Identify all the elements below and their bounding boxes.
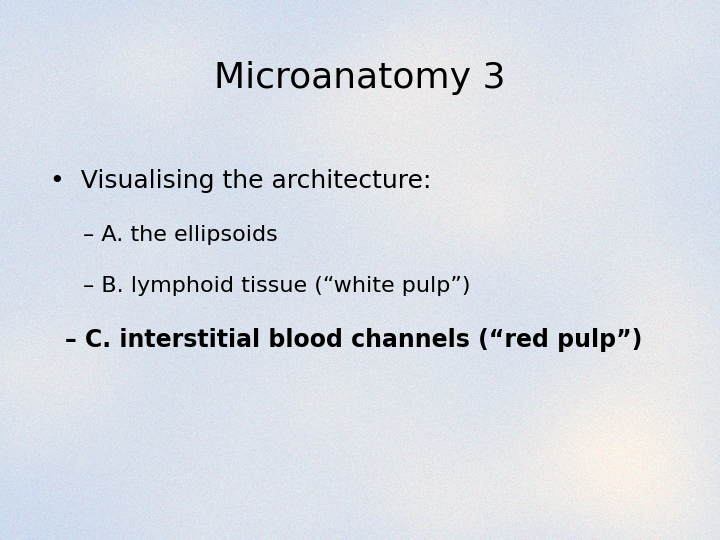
Text: – C. interstitial blood channels (“red pulp”): – C. interstitial blood channels (“red p… [65, 328, 642, 352]
Text: – A. the ellipsoids: – A. the ellipsoids [83, 225, 277, 245]
Text: Microanatomy 3: Microanatomy 3 [215, 62, 505, 95]
Text: – B. lymphoid tissue (“white pulp”): – B. lymphoid tissue (“white pulp”) [83, 276, 470, 296]
Text: •  Visualising the architecture:: • Visualising the architecture: [50, 169, 432, 193]
